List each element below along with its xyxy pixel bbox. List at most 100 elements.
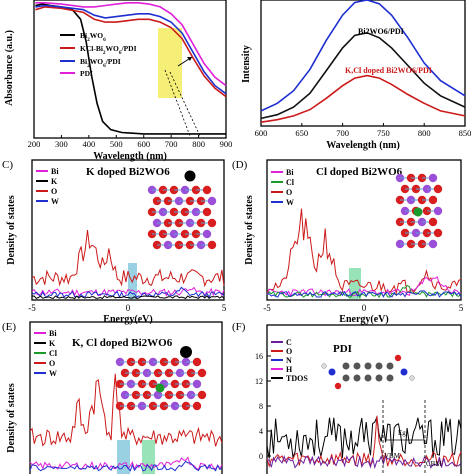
panel-e-structure-atom-7 xyxy=(192,357,202,367)
panel-c-xtick-1: -5 xyxy=(28,303,36,313)
panel-f-legend-label-3: N xyxy=(286,356,292,365)
panel-c-legend-label-3: O xyxy=(51,187,57,196)
panel-f-ytick-5: 0 xyxy=(259,452,263,461)
panel-f-legend-label-4: H xyxy=(286,365,293,374)
panel-f-ytick-2: 12 xyxy=(255,377,263,386)
panel-d-band-gap-marker xyxy=(349,268,361,299)
panel-d-structure-atom-3 xyxy=(428,173,438,183)
panel-e-legend-label-5: W xyxy=(49,369,57,378)
panel-d-structure-atom-23 xyxy=(433,228,443,238)
panel-c-o-curve xyxy=(31,229,225,288)
panel-f-molecule-hydrogen-1 xyxy=(409,375,415,381)
panel-b-series-line-1 xyxy=(260,0,466,112)
panel-f-legend-label-2: O xyxy=(286,347,292,356)
panel-a-tangent-2 xyxy=(169,71,201,137)
panel-f-molecule-nitrogen-1 xyxy=(328,368,336,376)
panel-a-xlabel: Wavelength (nm) xyxy=(93,151,167,162)
panel-c-ylabel: Density of states xyxy=(6,195,17,265)
panel-e-structure-dopant-atom-2 xyxy=(155,383,165,393)
panel-f-molecule-oxygen-2 xyxy=(334,382,342,390)
panel-e-legend-label-4: O xyxy=(49,359,55,368)
panel-f-frame xyxy=(266,324,462,474)
panel-d-structure-dopant-atom-1 xyxy=(413,207,423,217)
panel-a-series-line-1 xyxy=(35,3,226,135)
panel-f-molecule-carbon-7 xyxy=(375,374,383,382)
panel-a-ylabel: Absorbance (a.u.) xyxy=(4,30,15,106)
panel-b-xtick-3: 700 xyxy=(336,128,349,138)
panel-a-xtick-5: 600 xyxy=(137,139,150,149)
panel-e-title: K, Cl doped Bi2WO6 xyxy=(72,337,173,349)
panel-d-title: Cl doped Bi2WO6 xyxy=(316,166,403,178)
panel-a-xtick-1: 200 xyxy=(28,139,41,149)
panel-d-xtick-3: 5 xyxy=(459,303,464,313)
panel-c-structure-atom-35 xyxy=(207,240,217,250)
panel-a: 200 300 400 500 600 700 800 900 Wavelength (nm)… xyxy=(4,0,232,162)
panel-d-legend-label-4: W xyxy=(286,198,294,207)
panel-a-xtick-8: 900 xyxy=(220,139,233,149)
panel-f-c-curve xyxy=(266,454,462,470)
panel-d-structure-atom-15 xyxy=(433,206,443,216)
panel-f-vbm-label: VBM xyxy=(384,452,401,460)
panel-e-legend-label-3: Cl xyxy=(49,349,58,358)
panel-b-xtick-5: 800 xyxy=(418,128,431,138)
panel-e-o-curve xyxy=(29,373,223,447)
panel-a-highlight xyxy=(158,28,182,98)
panel-c-legend-label-4: W xyxy=(51,197,59,206)
panel-a-series-line-4 xyxy=(35,1,227,87)
panel-f-molecule-carbon-5 xyxy=(364,374,372,382)
panel-d-structure-atom-19 xyxy=(428,217,438,227)
panel-f-ytick-4: 4 xyxy=(259,427,263,436)
panel-f-molecule-carbon-4 xyxy=(364,362,372,370)
panel-f-molecule-hydrogen-2 xyxy=(321,363,327,369)
panel-f-molecule-nitrogen-2 xyxy=(400,368,408,376)
panel-a-xtick-6: 700 xyxy=(165,139,178,149)
panel-d-structure-atom-7 xyxy=(433,184,443,194)
panel-f-molecule-carbon-8 xyxy=(386,362,394,370)
panel-a-legend-label-3: Bi2WO6/PDI xyxy=(80,57,121,69)
panel-c-frame xyxy=(31,159,225,301)
panel-f-ytick-3: 8 xyxy=(259,402,263,411)
panel-e-structure-atom-39 xyxy=(192,401,202,411)
panel-c-structure-atom-29 xyxy=(202,229,212,239)
panel-f-molecule-carbon-9 xyxy=(386,374,394,382)
panel-a-series-line-2 xyxy=(35,6,227,98)
panel-e-band-gap-marker-2 xyxy=(142,440,155,474)
panel-b-xlabel: Wavelength (nm) xyxy=(326,140,400,151)
panel-f-cbm-label: CBM xyxy=(426,460,442,468)
panel-f-legend-label-5: TDOS xyxy=(286,374,308,383)
panel-c-xlabel: Energy(eV) xyxy=(103,314,152,325)
panel-a-frame xyxy=(33,0,227,139)
panel-b-annotation-1: Bi2WO6/PDI xyxy=(358,27,404,36)
panel-f-legend-label-1: C xyxy=(286,338,292,347)
panel-a-legend-label-4: PDI xyxy=(80,69,93,78)
panel-d-frame xyxy=(266,159,462,301)
panel-e-ylabel: Density of states xyxy=(6,383,17,453)
panel-e-structure-atom-23 xyxy=(192,379,202,389)
panel-c-structure-dopant-atom-1 xyxy=(184,170,196,182)
panel-a-arrowhead xyxy=(187,57,192,61)
panel-e-label: (E) xyxy=(2,321,16,333)
panel-c-title: K doped Bi2WO6 xyxy=(86,166,170,178)
panel-e-frame xyxy=(29,321,223,474)
panel-d-structure-atom-11 xyxy=(428,195,438,205)
panel-d-legend-label-3: O xyxy=(286,188,292,197)
panel-f-molecule-carbon-6 xyxy=(375,362,383,370)
panel-b-xtick-1: 600 xyxy=(255,128,268,138)
panel-d-label: (D) xyxy=(232,159,248,171)
panel-b-xtick-4: 750 xyxy=(377,128,390,138)
panel-c-structure-atom-11 xyxy=(207,196,217,206)
panel-c-legend-label-2: K xyxy=(51,177,58,186)
panel-b-series-line-3 xyxy=(260,74,466,123)
panel-c-structure-atom-5 xyxy=(202,185,212,195)
panel-d-legend-label-2: Cl xyxy=(286,178,295,187)
panel-c-legend-label-1: Bi xyxy=(51,167,59,176)
panel-d-xtick-2: 0 xyxy=(362,303,367,313)
panel-e-structure-dopant-atom-1 xyxy=(180,346,192,358)
panel-a-series-line-3 xyxy=(35,4,227,95)
panel-f-molecule-carbon-1 xyxy=(342,374,350,382)
panel-c-structure-atom-23 xyxy=(207,218,217,228)
panel-b-xtick-6: 850 xyxy=(459,128,472,138)
